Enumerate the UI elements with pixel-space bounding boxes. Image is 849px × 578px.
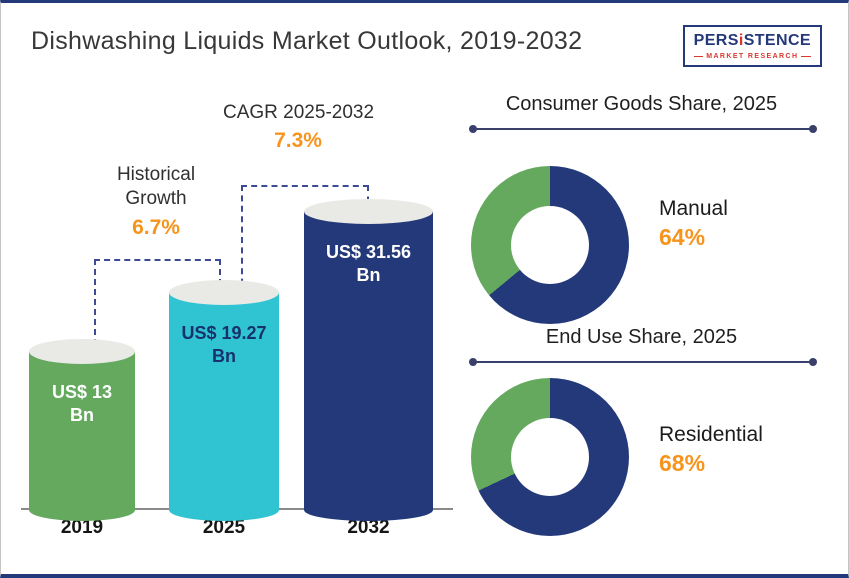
bar-2032-unit: Bn <box>356 265 381 286</box>
bar-2019-value-label: US$ 13 Bn <box>29 381 135 428</box>
donut-callout-residential: Residential 68% <box>659 423 763 477</box>
logo-text-i: i <box>738 32 744 49</box>
logo-text-pers: PERS <box>693 32 739 49</box>
historical-growth-value: 6.7% <box>132 215 180 239</box>
tagline-rule-right <box>801 56 812 57</box>
bar-2032: US$ 31.56 Bn <box>304 199 433 521</box>
donut-title-end-use: End Use Share, 2025 <box>545 326 738 348</box>
donut-title-consumer-goods: Consumer Goods Share, 2025 <box>505 93 778 115</box>
bar-2019-unit: Bn <box>70 405 94 426</box>
donut-callout-manual: Manual 64% <box>659 197 728 251</box>
donut-chart-end-use <box>471 378 629 536</box>
bar-2032-cylinder-top <box>304 199 433 224</box>
historical-growth-annotation: Historical Growth 6.7% <box>93 163 219 240</box>
bar-2032-value-label: US$ 31.56 Bn <box>304 241 433 288</box>
x-axis-label-2032: 2032 <box>347 517 390 538</box>
dashed-connector-segment <box>94 259 221 261</box>
callout-value-manual: 64% <box>659 224 706 250</box>
logo-tagline: MARKET RESEARCH <box>693 53 812 60</box>
bar-2032-value: US$ 31.56 <box>325 242 412 262</box>
dashed-connector-segment <box>241 185 369 187</box>
bar-2025-unit: Bn <box>212 346 236 367</box>
bar-2032-cylinder-bottom <box>304 499 433 521</box>
tagline-rule-left <box>693 56 704 57</box>
bar-2019-cylinder-bottom <box>29 499 135 521</box>
cagr-label: CAGR 2025-2032 <box>223 102 375 123</box>
bar-2025: US$ 19.27 Bn <box>169 280 279 521</box>
bar-2025-cylinder-bottom <box>169 499 279 521</box>
callout-value-residential: 68% <box>659 450 706 476</box>
historical-growth-label: Historical Growth <box>116 164 196 210</box>
title-underline-end-use <box>469 358 817 366</box>
bar-2019: US$ 13 Bn <box>29 339 135 521</box>
brand-logo: PERSiSTENCE MARKET RESEARCH <box>682 25 822 67</box>
x-axis-label-2025: 2025 <box>202 517 246 538</box>
logo-wordmark: PERSiSTENCE <box>694 33 811 49</box>
tagline-text: MARKET RESEARCH <box>706 53 799 60</box>
dashed-connector-segment <box>219 259 221 295</box>
bar-2025-cylinder-top <box>169 280 279 305</box>
dashed-connector-segment <box>94 259 96 355</box>
x-axis-label-2019: 2019 <box>60 517 104 538</box>
bar-2025-value: US$ 19.27 <box>181 323 267 343</box>
title-underline-consumer-goods <box>469 125 817 133</box>
logo-text-stence: STENCE <box>743 32 811 49</box>
page-title: Dishwashing Liquids Market Outlook, 2019… <box>31 27 583 55</box>
dashed-connector-segment <box>241 185 243 295</box>
cagr-annotation: CAGR 2025-2032 7.3% <box>223 101 375 153</box>
donut-chart-consumer-goods <box>471 166 629 324</box>
bar-2019-value: US$ 13 <box>51 382 113 402</box>
bar-2019-cylinder-top <box>29 339 135 364</box>
bar-2025-value-label: US$ 19.27 Bn <box>169 322 279 369</box>
cagr-value: 7.3% <box>274 129 322 153</box>
callout-label-manual: Manual <box>659 197 728 220</box>
callout-label-residential: Residential <box>659 423 763 446</box>
